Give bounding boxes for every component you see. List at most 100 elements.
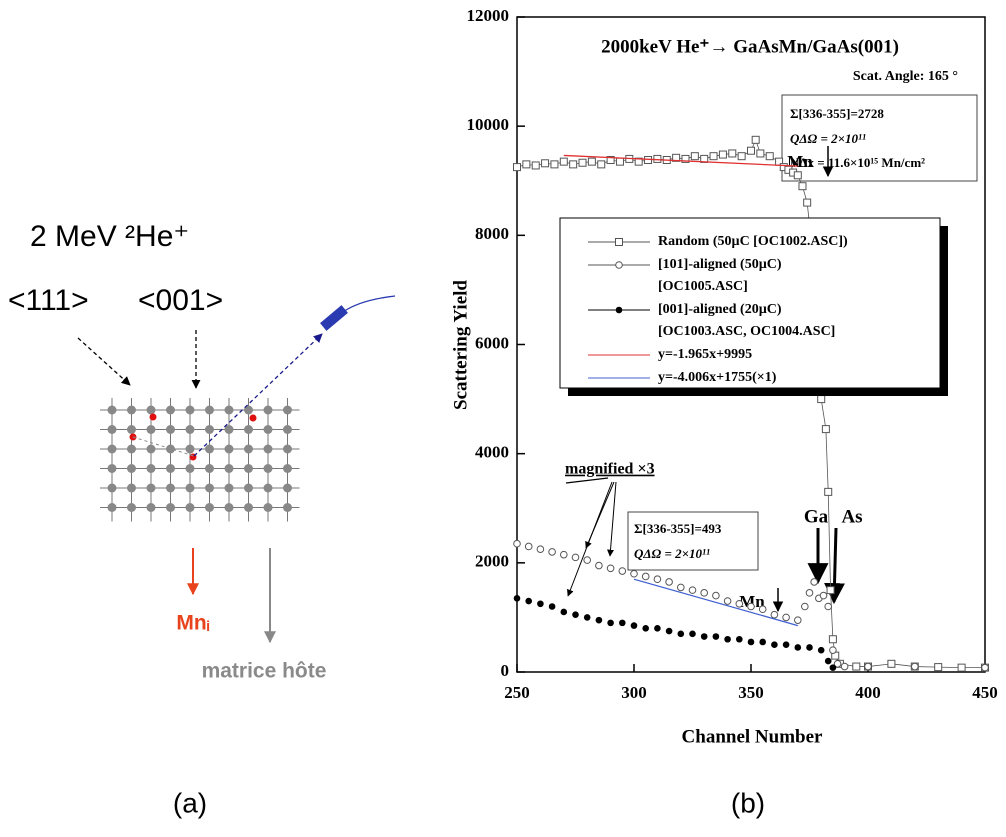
data-point bbox=[801, 602, 809, 611]
data-point bbox=[548, 603, 556, 610]
data-point bbox=[771, 641, 778, 649]
atom bbox=[146, 503, 156, 512]
data-point bbox=[525, 597, 532, 605]
annotation: Mn bbox=[739, 592, 765, 611]
data-point bbox=[819, 591, 828, 600]
arrow bbox=[77, 337, 131, 386]
arrow bbox=[607, 481, 617, 557]
data-point bbox=[619, 619, 626, 627]
data-point bbox=[642, 625, 649, 632]
annotation: Ga bbox=[804, 506, 829, 527]
data-point bbox=[794, 644, 802, 651]
atom bbox=[205, 503, 214, 512]
mn-atom bbox=[249, 414, 257, 422]
data-point bbox=[560, 550, 568, 559]
data-point bbox=[794, 616, 802, 624]
annotation: As bbox=[841, 506, 862, 527]
data-point bbox=[522, 160, 531, 169]
atom bbox=[127, 503, 136, 512]
data-point bbox=[672, 153, 681, 162]
x-tick-label: 300 bbox=[621, 683, 647, 702]
atom bbox=[224, 444, 234, 454]
data-point bbox=[887, 659, 896, 668]
data-point bbox=[700, 633, 708, 640]
data-point bbox=[833, 660, 842, 668]
data-point bbox=[747, 146, 755, 155]
y-tick-label: 2000 bbox=[475, 552, 509, 571]
data-point bbox=[852, 662, 861, 671]
data-point bbox=[805, 589, 814, 597]
data-point bbox=[709, 152, 718, 161]
atom bbox=[185, 464, 195, 473]
data-point bbox=[665, 578, 673, 586]
y-tick-label: 12000 bbox=[467, 6, 510, 25]
atom bbox=[224, 425, 234, 434]
atom bbox=[263, 483, 273, 493]
data-point bbox=[824, 602, 833, 611]
data-point bbox=[840, 662, 849, 671]
atom bbox=[107, 444, 117, 454]
data-point bbox=[798, 182, 807, 191]
data-point bbox=[712, 633, 720, 640]
atom bbox=[107, 503, 117, 512]
data-point bbox=[595, 616, 603, 624]
data-point bbox=[700, 589, 709, 597]
data-point bbox=[756, 149, 765, 158]
data-point bbox=[981, 663, 989, 672]
atom bbox=[283, 464, 292, 473]
atom bbox=[185, 444, 195, 454]
atom bbox=[166, 464, 175, 473]
atom bbox=[185, 483, 195, 493]
legend-marker bbox=[615, 238, 623, 246]
data-point bbox=[828, 635, 837, 644]
y-tick-label: 8000 bbox=[475, 224, 509, 243]
data-point bbox=[758, 605, 767, 614]
legend bbox=[559, 217, 941, 389]
beam-label: 2 MeV ²He⁺ bbox=[30, 220, 189, 253]
atom bbox=[205, 483, 214, 493]
data-point bbox=[826, 586, 835, 595]
atom bbox=[205, 464, 214, 473]
data-point bbox=[606, 156, 615, 165]
data-point bbox=[571, 553, 580, 562]
path bbox=[132, 436, 195, 457]
data-point bbox=[537, 600, 544, 608]
data-point bbox=[759, 638, 766, 646]
data-point bbox=[531, 161, 540, 170]
data-point bbox=[735, 599, 744, 608]
data-point bbox=[615, 157, 624, 166]
atom bbox=[283, 483, 292, 493]
data-point bbox=[583, 614, 591, 621]
direction-label: <001> bbox=[138, 284, 223, 317]
data-point bbox=[513, 539, 521, 548]
atom bbox=[107, 464, 117, 473]
atom bbox=[127, 405, 136, 415]
atom bbox=[244, 464, 253, 473]
annotation: Σ[336-355]=493 bbox=[634, 521, 722, 536]
legend-marker bbox=[615, 306, 623, 314]
atom bbox=[283, 444, 292, 454]
data-point bbox=[821, 425, 830, 434]
annotation-box bbox=[627, 511, 759, 571]
host-label: matrice hôte bbox=[202, 660, 327, 683]
atom bbox=[107, 483, 117, 493]
data-point bbox=[793, 171, 802, 180]
atom bbox=[127, 483, 136, 493]
data-point bbox=[654, 625, 661, 632]
atom bbox=[224, 503, 234, 512]
atom bbox=[205, 405, 214, 415]
data-point bbox=[641, 572, 650, 581]
data-point bbox=[824, 657, 832, 665]
data-point bbox=[572, 611, 579, 618]
atom bbox=[146, 464, 156, 473]
atom bbox=[127, 444, 136, 454]
atom bbox=[224, 464, 234, 473]
data-point bbox=[782, 613, 790, 622]
data-point bbox=[690, 152, 699, 161]
data-point bbox=[829, 664, 837, 671]
atom bbox=[224, 405, 234, 415]
atom bbox=[263, 503, 273, 512]
mn-atom bbox=[149, 413, 157, 421]
direction-label: <111> bbox=[8, 284, 89, 317]
